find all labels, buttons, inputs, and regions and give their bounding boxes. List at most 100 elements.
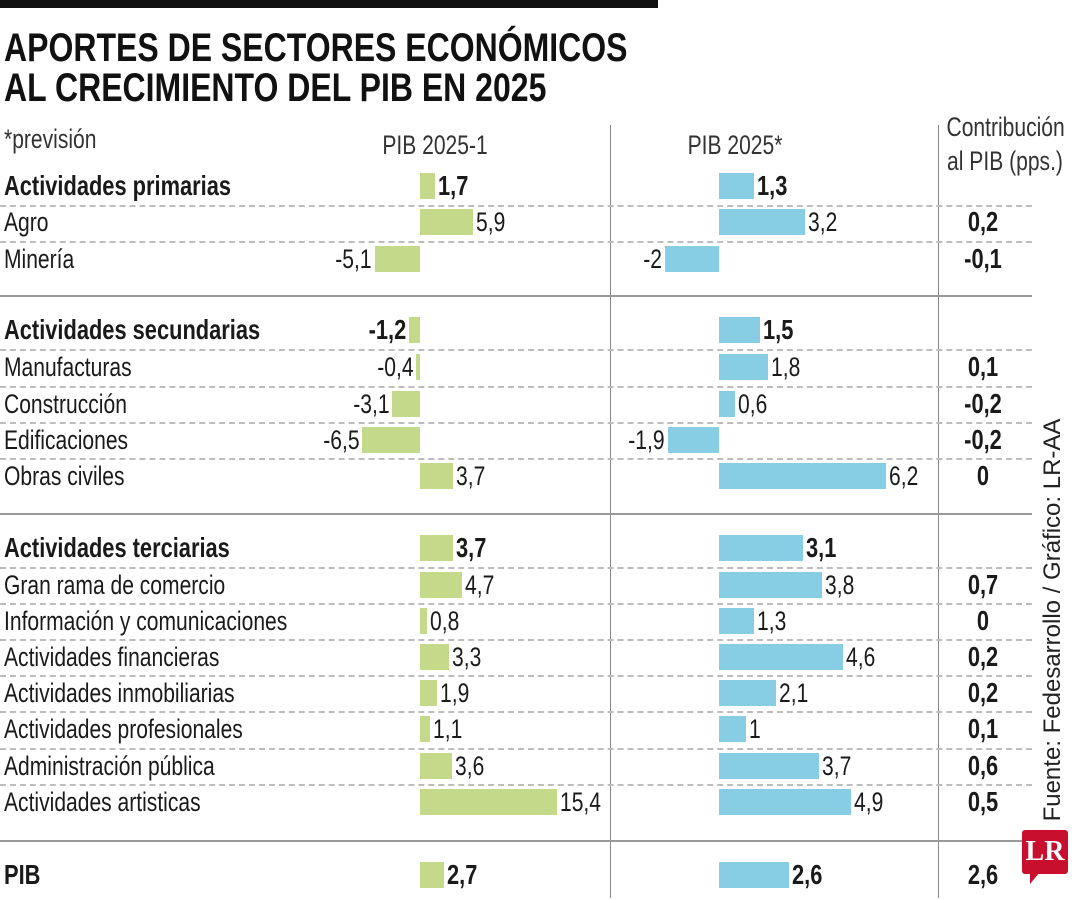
bar-pib-2025 (665, 246, 719, 272)
value-label-pib-2025-1: -1,2 (368, 314, 407, 345)
contribution-value: 0,7 (967, 569, 999, 600)
row-divider (0, 422, 1032, 424)
bar-pib-2025 (719, 354, 768, 380)
bar-pib-2025 (719, 753, 819, 779)
value-label-pib-2025-1: 15,4 (560, 787, 602, 817)
top-rule (0, 0, 658, 8)
row-divider (0, 241, 1032, 243)
value-label-pib-2025: 1,3 (757, 170, 788, 201)
section-divider (0, 513, 1032, 515)
bar-pib-2025 (719, 680, 776, 706)
contribution-value: 0,1 (967, 713, 999, 744)
row-label: Gran rama de comercio (4, 570, 226, 600)
bar-pib-2025-1 (420, 862, 445, 888)
row-divider (0, 386, 1032, 388)
column-header-pib-2025-1: PIB 2025-1 (382, 130, 488, 160)
bar-pib-2025 (719, 608, 755, 634)
bar-pib-2025-1 (420, 644, 450, 670)
column-header-contribution-1: Contribución (946, 112, 1065, 142)
source-note: Fuente: Fedesarrollo / Gráfico: LR-AA (1039, 418, 1066, 822)
value-label-pib-2025: 1,5 (762, 314, 793, 345)
bar-pib-2025-1 (420, 209, 473, 235)
row-label: Administración pública (4, 751, 215, 781)
row-divider (0, 748, 1032, 750)
contribution-value: -0,1 (964, 243, 1002, 274)
row-divider (0, 349, 1032, 351)
bar-pib-2025-1 (420, 173, 436, 199)
value-label-pib-2025-1: 3,3 (452, 642, 482, 672)
row-divider (0, 675, 1032, 677)
bar-pib-2025 (719, 644, 844, 670)
bar-pib-2025 (667, 427, 719, 453)
value-label-pib-2025-1: 1,1 (432, 714, 463, 744)
bar-pib-2025-1 (409, 317, 420, 343)
bar-pib-2025 (719, 317, 760, 343)
contribution-value: 0,2 (967, 641, 999, 672)
value-label-pib-2025: 1 (749, 714, 761, 744)
contribution-value: -0,2 (964, 424, 1002, 455)
value-label-pib-2025: 4,6 (846, 642, 876, 672)
value-label-pib-2025-1: 0,8 (430, 606, 460, 636)
value-label-pib-2025-1: -5,1 (335, 244, 372, 274)
value-label-pib-2025-1: 4,7 (464, 570, 495, 600)
contribution-value: -0,2 (964, 388, 1002, 419)
value-label-pib-2025: 1,3 (757, 606, 787, 636)
value-label-pib-2025: 2,6 (792, 859, 823, 890)
row-label: Construcción (4, 389, 127, 419)
section-divider (0, 295, 1032, 297)
contribution-value: 0,6 (967, 750, 999, 781)
contribution-value: 2,6 (967, 859, 999, 890)
contribution-value: 0,1 (967, 351, 999, 382)
row-divider (0, 458, 1032, 460)
bar-pib-2025 (719, 572, 822, 598)
column-divider (610, 125, 611, 898)
value-label-pib-2025-1: 3,7 (455, 532, 487, 563)
value-label-pib-2025: 3,2 (808, 207, 838, 237)
row-divider (0, 711, 1032, 713)
bar-pib-2025-1 (416, 354, 420, 380)
bar-pib-2025-1 (420, 753, 453, 779)
value-label-pib-2025: -1,9 (628, 425, 665, 455)
section-divider (0, 840, 1032, 842)
chart-title-line1: APORTES DE SECTORES ECONÓMICOS (4, 26, 628, 70)
value-label-pib-2025-1: 3,6 (455, 751, 485, 781)
value-label-pib-2025: 3,8 (824, 570, 854, 600)
contribution-value: 0,2 (967, 206, 999, 237)
row-label: Manufacturas (4, 352, 132, 382)
row-label: Actividades terciarias (4, 532, 230, 563)
value-label-pib-2025: 3,1 (805, 532, 837, 563)
bar-pib-2025-1 (420, 716, 430, 742)
row-label: Actividades secundarias (4, 314, 261, 345)
row-label: Agro (4, 207, 49, 237)
value-label-pib-2025: 2,1 (778, 678, 808, 708)
bar-pib-2025-1 (420, 463, 453, 489)
row-label: Actividades profesionales (4, 714, 243, 744)
value-label-pib-2025-1: -0,4 (377, 352, 414, 382)
value-label-pib-2025-1: 1,7 (438, 170, 469, 201)
column-header-pib-2025: PIB 2025* (687, 130, 783, 160)
row-label: PIB (4, 859, 41, 890)
value-label-pib-2025-1: 5,9 (475, 207, 505, 237)
row-divider (0, 639, 1032, 641)
row-label: Minería (4, 244, 75, 274)
bar-pib-2025-1 (420, 680, 437, 706)
bar-pib-2025 (719, 173, 755, 199)
value-label-pib-2025: 4,9 (854, 787, 884, 817)
row-label: Obras civiles (4, 461, 125, 491)
value-label-pib-2025: 1,8 (770, 352, 800, 382)
lr-logo: LR (1022, 830, 1068, 874)
value-label-pib-2025: -2 (643, 244, 662, 274)
row-label: Información y comunicaciones (4, 606, 288, 636)
row-label: Actividades artisticas (4, 787, 201, 817)
contribution-value: 0 (976, 460, 990, 491)
row-label: Edificaciones (4, 425, 129, 455)
bar-pib-2025-1 (420, 608, 428, 634)
bar-pib-2025-1 (392, 391, 420, 417)
bar-pib-2025 (719, 209, 806, 235)
lr-logo-tail (1030, 872, 1040, 884)
row-divider (0, 603, 1032, 605)
column-header-contribution-2: al PIB (pps.) (947, 146, 1063, 176)
row-divider (0, 784, 1032, 786)
bar-pib-2025-1 (374, 246, 420, 272)
bar-pib-2025 (719, 391, 736, 417)
